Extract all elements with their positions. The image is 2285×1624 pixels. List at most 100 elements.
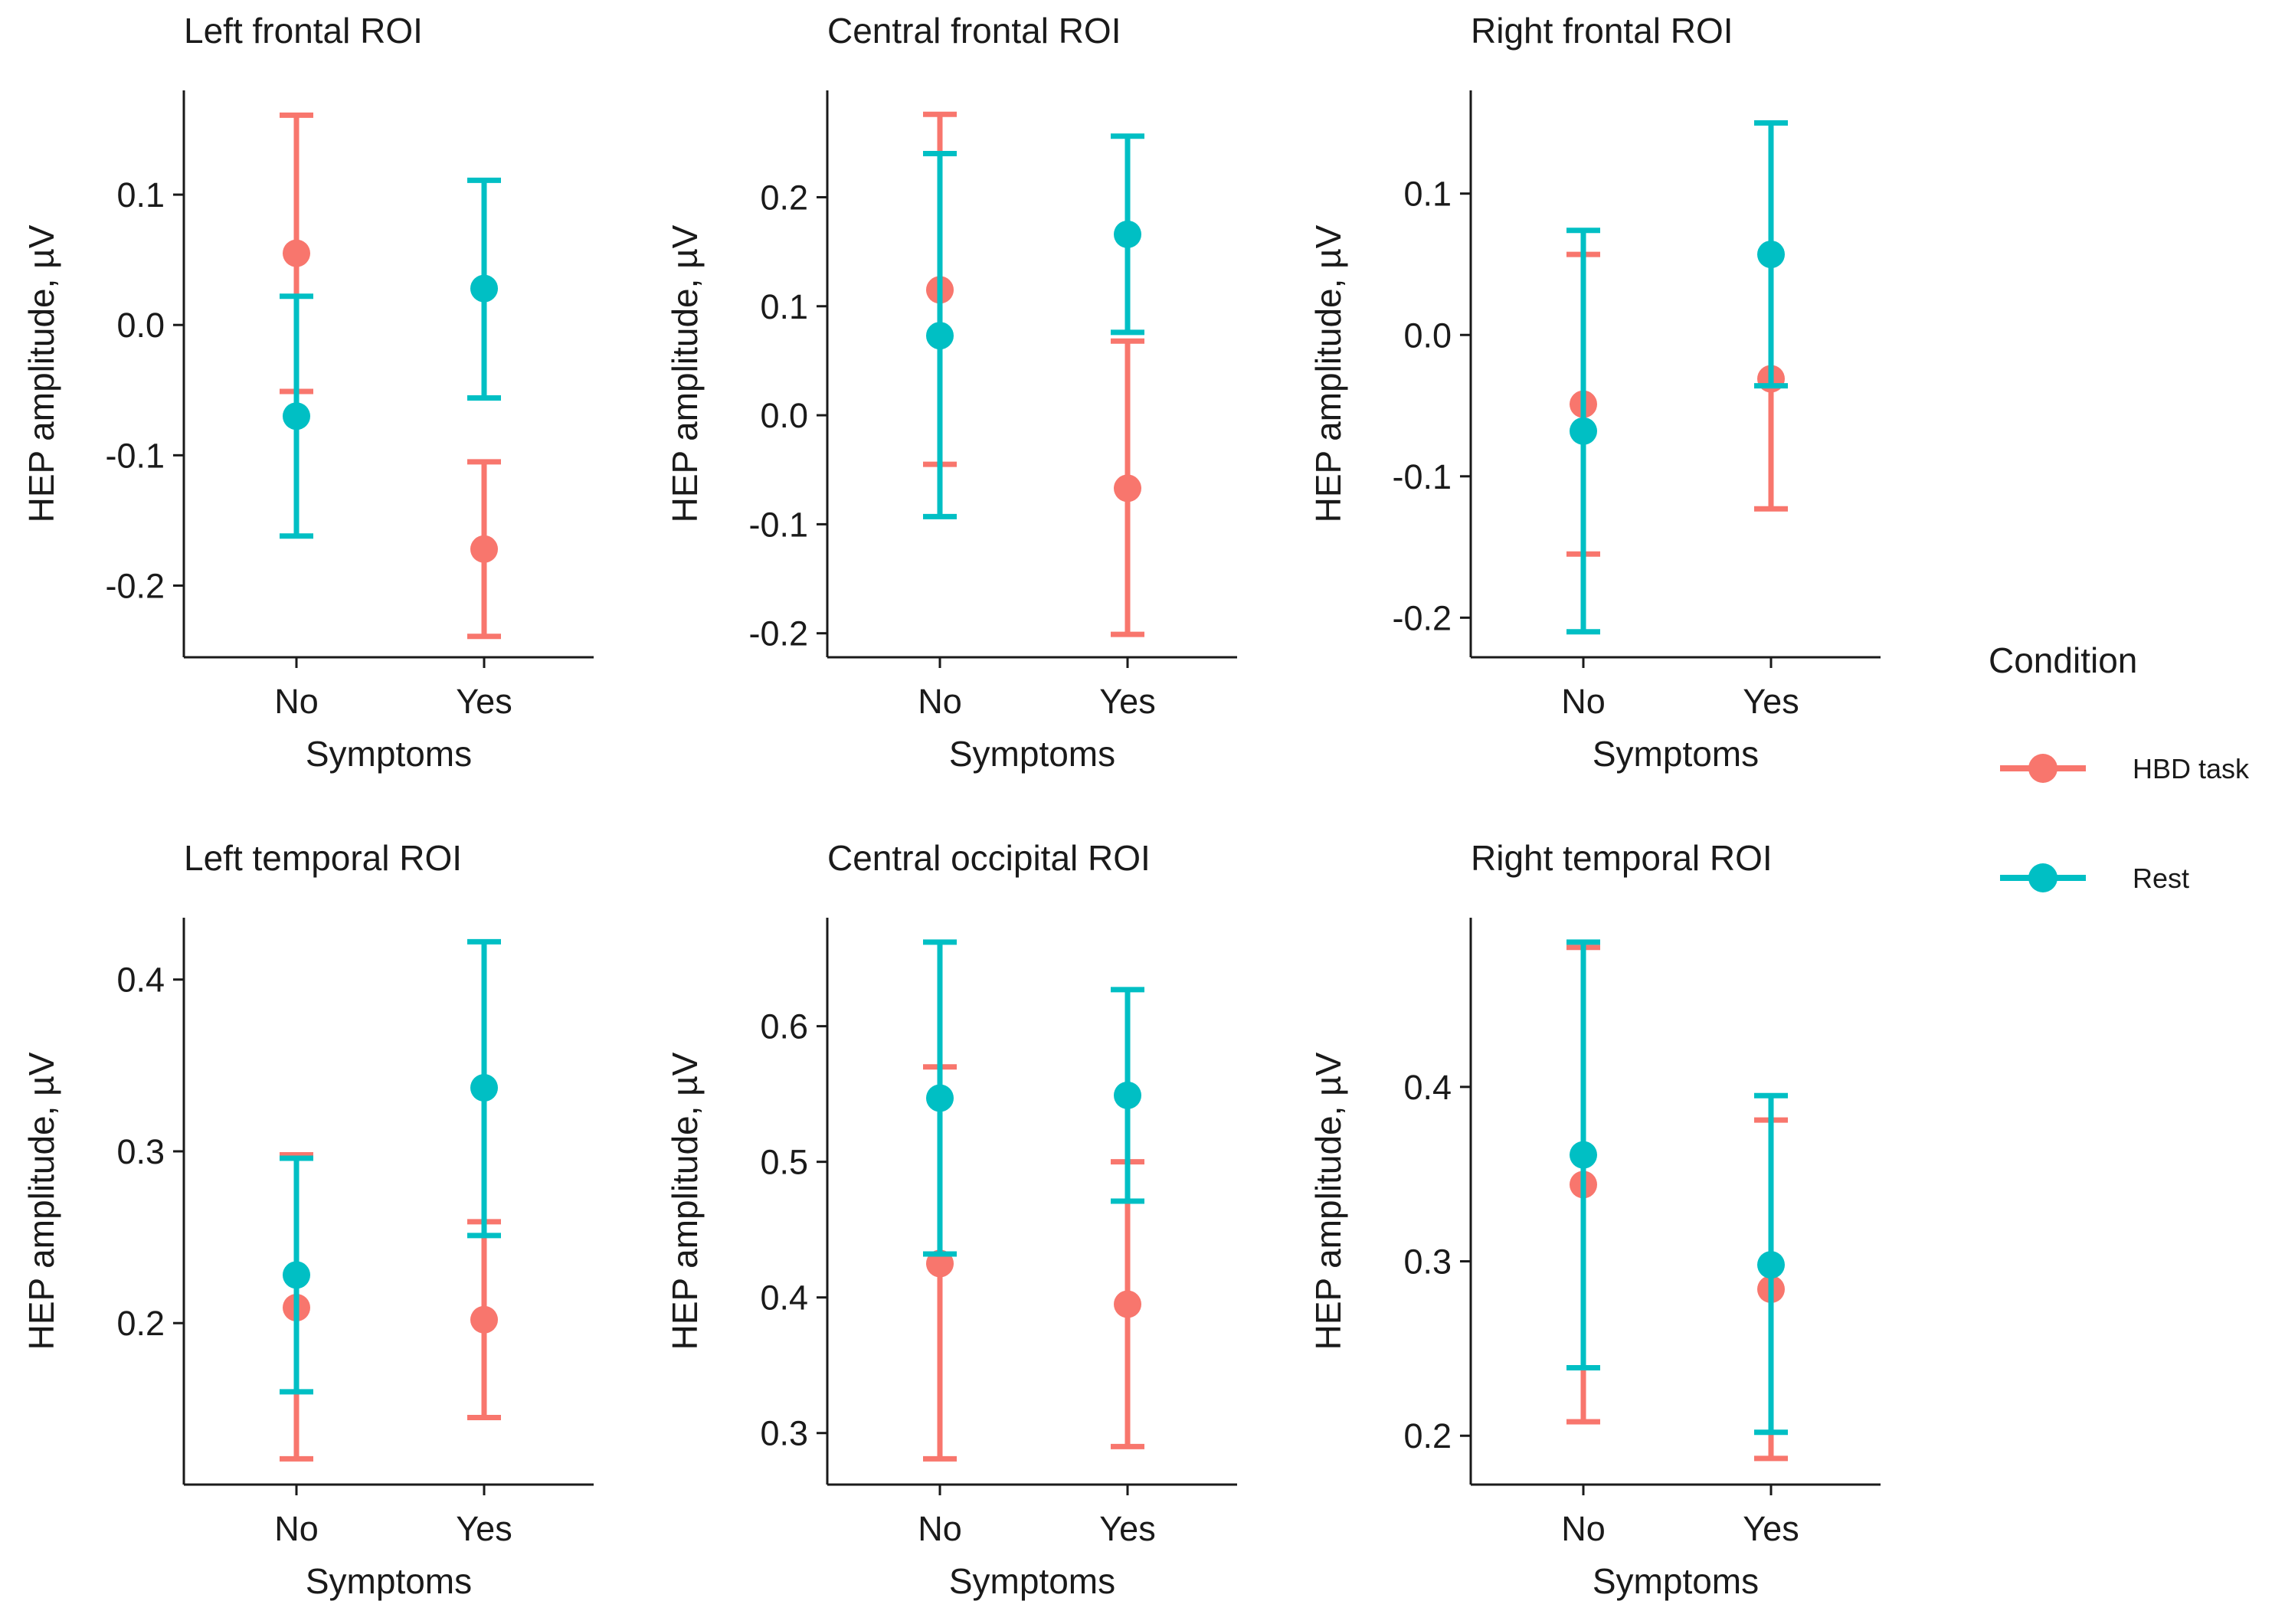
x-tick-label-yes: Yes <box>1099 1509 1155 1548</box>
y-tick-label: 0.4 <box>760 1279 808 1318</box>
y-axis-title: HEP amplitude, µV <box>665 224 705 522</box>
legend-item-rest: Rest <box>2000 863 2189 894</box>
y-tick-label: 0.4 <box>116 961 165 1000</box>
x-tick-label-no: No <box>918 1509 962 1548</box>
x-tick-label-yes: Yes <box>456 682 512 721</box>
y-tick-label: 0.0 <box>116 306 165 345</box>
point-hbd-task-no <box>283 239 310 267</box>
errorbar-rest-yes <box>1754 1092 1788 1436</box>
legend-key-point-rest <box>2028 863 2057 892</box>
x-axis-title: Symptoms <box>949 734 1115 774</box>
errorbar-rest-no <box>923 151 957 519</box>
y-axis-title: HEP amplitude, µV <box>1308 224 1348 522</box>
errorbar-rest-no <box>1566 939 1600 1370</box>
y-axis-title: HEP amplitude, µV <box>21 224 61 522</box>
panel-central-occipital-roi: Central occipital ROI 0.6 0.5 0.4 0.3 No Yes Sy… <box>665 838 1237 1601</box>
x-tick-label-no: No <box>1561 1509 1606 1548</box>
y-tick-label: 0.1 <box>1403 175 1452 214</box>
y-axis-title: HEP amplitude, µV <box>665 1052 705 1350</box>
errorbar-hbd-task-yes <box>1111 338 1144 637</box>
legend-item-hbd-task: HBD task <box>2000 753 2250 784</box>
errorbar-rest-no <box>280 293 313 539</box>
y-axis-title: HEP amplitude, µV <box>1308 1052 1348 1350</box>
y-tick-label: 0.0 <box>760 396 808 435</box>
legend-label-rest: Rest <box>2133 863 2189 894</box>
y-tick-label: -0.2 <box>1392 598 1452 637</box>
legend-title: Condition <box>1989 640 2137 680</box>
point-rest-yes <box>1757 241 1785 269</box>
point-rest-no <box>283 1261 310 1289</box>
y-tick-label: 0.0 <box>1403 316 1452 355</box>
panel-title-central-occipital-roi: Central occipital ROI <box>827 838 1151 878</box>
x-tick-label-no: No <box>274 1509 319 1548</box>
point-rest-yes <box>470 274 498 303</box>
legend-key-point-hbd-task <box>2028 754 2057 783</box>
point-rest-yes <box>1757 1251 1785 1279</box>
panel-title-left-frontal-roi: Left frontal ROI <box>184 11 423 51</box>
y-tick-label: -0.2 <box>748 614 808 653</box>
panel-left-temporal-roi: Left temporal ROI 0.4 0.3 0.2 No Yes Symptoms H… <box>21 838 594 1601</box>
y-tick-label: 0.1 <box>116 175 165 214</box>
x-tick-label-no: No <box>274 682 319 721</box>
panel-title-right-frontal-roi: Right frontal ROI <box>1471 11 1733 51</box>
y-tick-label: 0.4 <box>1403 1068 1452 1107</box>
x-tick-label-no: No <box>1561 682 1606 721</box>
x-axis-title: Symptoms <box>306 734 472 774</box>
errorbar-rest-yes <box>1111 133 1144 336</box>
y-tick-label: 0.3 <box>1403 1243 1452 1282</box>
y-tick-label: -0.1 <box>1392 457 1452 496</box>
point-hbd-task-yes <box>1114 474 1141 503</box>
y-tick-label: -0.1 <box>105 436 165 475</box>
errorbar-rest-no <box>280 1155 313 1395</box>
panel-left-frontal-roi: Left frontal ROI 0.1 0.0 -0.1 -0.2 No Yes Sympt… <box>21 11 594 774</box>
y-tick-label: 0.2 <box>760 178 808 217</box>
errorbar-hbd-task-yes <box>467 459 501 640</box>
y-tick-label: 0.3 <box>760 1414 808 1453</box>
point-hbd-task-yes <box>470 535 498 563</box>
x-tick-label-yes: Yes <box>1099 682 1155 721</box>
panel-right-temporal-roi: Right temporal ROI 0.4 0.3 0.2 No Yes Symptoms… <box>1308 838 1881 1601</box>
panel-title-central-frontal-roi: Central frontal ROI <box>827 11 1121 51</box>
point-rest-no <box>1570 417 1597 445</box>
x-axis-title: Symptoms <box>1593 1561 1759 1601</box>
y-tick-label: 0.3 <box>116 1132 165 1171</box>
y-tick-label: 0.2 <box>116 1304 165 1343</box>
point-rest-no <box>926 1084 954 1112</box>
panel-title-left-temporal-roi: Left temporal ROI <box>184 838 462 878</box>
point-hbd-task-yes <box>470 1305 498 1334</box>
y-tick-label: -0.1 <box>748 505 808 544</box>
errorbar-rest-no <box>923 939 957 1257</box>
x-axis-title: Symptoms <box>1593 734 1759 774</box>
panel-central-frontal-roi: Central frontal ROI 0.2 0.1 0.0 -0.1 -0.2 No Ye… <box>665 11 1237 774</box>
legend-label-hbd-task: HBD task <box>2133 753 2250 784</box>
point-rest-yes <box>1114 220 1141 248</box>
point-rest-no <box>1570 1141 1597 1169</box>
x-axis-title: Symptoms <box>949 1561 1115 1601</box>
point-rest-yes <box>470 1074 498 1102</box>
errorbar-rest-yes <box>1111 987 1144 1204</box>
y-tick-label: 0.1 <box>760 287 808 326</box>
legend: Condition HBD task Rest <box>1989 640 2250 894</box>
point-rest-no <box>926 322 954 350</box>
errorbar-hbd-task-yes <box>1111 1159 1144 1449</box>
errorbar-rest-yes <box>467 938 501 1239</box>
x-tick-label-yes: Yes <box>1743 682 1799 721</box>
y-axis-title: HEP amplitude, µV <box>21 1052 61 1350</box>
x-tick-label-no: No <box>918 682 962 721</box>
panel-title-right-temporal-roi: Right temporal ROI <box>1471 838 1773 878</box>
y-tick-label: 0.5 <box>760 1143 808 1182</box>
x-axis-title: Symptoms <box>306 1561 472 1601</box>
y-tick-label: -0.2 <box>105 566 165 605</box>
panels: Left frontal ROI 0.1 0.0 -0.1 -0.2 No Yes Sympt… <box>21 11 1881 1601</box>
x-tick-label-yes: Yes <box>1743 1509 1799 1548</box>
point-rest-no <box>283 402 310 431</box>
errorbar-rest-yes <box>467 177 501 401</box>
errorbar-hbd-task-yes <box>467 1219 501 1421</box>
point-hbd-task-yes <box>1114 1290 1141 1318</box>
y-tick-label: 0.6 <box>760 1007 808 1046</box>
x-tick-label-yes: Yes <box>456 1509 512 1548</box>
panel-right-frontal-roi: Right frontal ROI 0.1 0.0 -0.1 -0.2 No Yes Symp… <box>1308 11 1881 774</box>
errorbar-rest-yes <box>1754 120 1788 389</box>
point-rest-yes <box>1114 1081 1141 1109</box>
y-tick-label: 0.2 <box>1403 1416 1452 1455</box>
